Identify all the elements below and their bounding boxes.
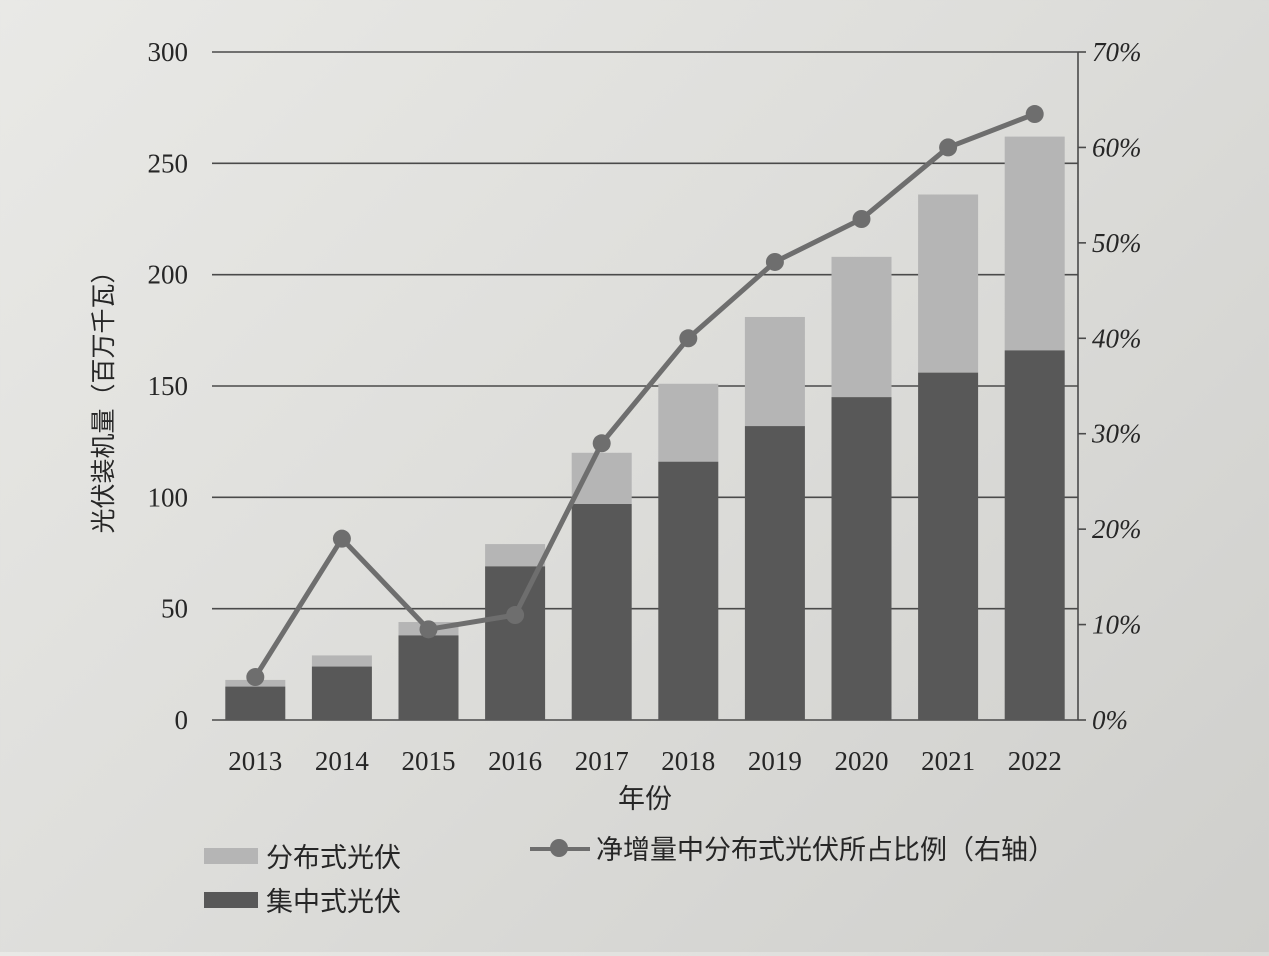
x-tick-label: 2018 bbox=[661, 746, 715, 776]
legend-label-ratio: 净增量中分布式光伏所占比例（右轴） bbox=[596, 835, 1055, 866]
y2-tick-label: 60% bbox=[1092, 132, 1142, 162]
y2-tick-label: 0% bbox=[1092, 705, 1128, 735]
ratio-point bbox=[765, 252, 784, 271]
y2-tick-label: 10% bbox=[1092, 610, 1142, 640]
y2-tick-label: 50% bbox=[1092, 228, 1142, 258]
legend-swatch-centralized bbox=[204, 891, 258, 908]
y-tick-label: 50 bbox=[161, 594, 188, 624]
ratio-point bbox=[1025, 105, 1044, 124]
ratio-point bbox=[506, 606, 525, 625]
ratio-point bbox=[852, 210, 871, 228]
legend-item-centralized: 集中式光伏 bbox=[204, 880, 401, 919]
x-axis-title: 年份 bbox=[618, 784, 672, 814]
x-tick-label: 2022 bbox=[1008, 746, 1062, 776]
y-tick-label: 100 bbox=[148, 482, 189, 512]
x-tick-label: 2017 bbox=[575, 746, 629, 776]
legend-item-distributed: 分布式光伏 bbox=[204, 836, 401, 875]
y-tick-label: 200 bbox=[148, 260, 189, 290]
x-tick-label: 2019 bbox=[748, 746, 802, 776]
x-tick-label: 2013 bbox=[228, 746, 282, 776]
bar-distributed bbox=[485, 544, 546, 567]
bar-centralized bbox=[311, 666, 372, 720]
legend-label-centralized: 集中式光伏 bbox=[266, 887, 401, 918]
y-axis-title: 光伏装机量（百万千瓦） bbox=[90, 258, 118, 533]
bar-distributed bbox=[311, 655, 372, 667]
legend-item-ratio: 净增量中分布式光伏所占比例（右轴） bbox=[530, 828, 1055, 867]
ratio-point bbox=[419, 620, 438, 639]
y-tick-label: 0 bbox=[175, 705, 189, 735]
y2-tick-label: 70% bbox=[1092, 37, 1142, 67]
bar-distributed bbox=[571, 452, 632, 505]
ratio-point bbox=[939, 138, 958, 157]
x-tick-label: 2016 bbox=[488, 746, 542, 776]
bar-distributed bbox=[744, 316, 805, 427]
ratio-point bbox=[679, 329, 698, 348]
legend-swatch-distributed bbox=[204, 847, 258, 864]
y2-tick-label: 20% bbox=[1092, 514, 1142, 544]
bar-centralized bbox=[485, 566, 546, 720]
bar-centralized bbox=[831, 397, 892, 720]
bar-centralized bbox=[658, 461, 719, 720]
bar-centralized bbox=[918, 372, 979, 720]
y2-tick-label: 30% bbox=[1091, 419, 1142, 449]
x-tick-label: 2014 bbox=[315, 746, 370, 776]
y-tick-label: 150 bbox=[148, 371, 189, 401]
y2-tick-label: 40% bbox=[1092, 323, 1142, 353]
x-tick-label: 2020 bbox=[835, 746, 889, 776]
ratio-point bbox=[246, 668, 265, 687]
legend-label-distributed: 分布式光伏 bbox=[266, 843, 401, 874]
ratio-point bbox=[332, 529, 351, 548]
bar-centralized bbox=[225, 686, 286, 720]
bar-distributed bbox=[831, 256, 892, 398]
bar-centralized bbox=[1004, 350, 1065, 720]
x-tick-label: 2015 bbox=[402, 746, 456, 776]
y-tick-label: 250 bbox=[148, 148, 189, 178]
bar-centralized bbox=[744, 426, 805, 720]
bar-distributed bbox=[1004, 136, 1065, 351]
ratio-line bbox=[253, 111, 1036, 679]
legend-line-marker-icon bbox=[530, 838, 590, 858]
ratio-point bbox=[592, 434, 611, 453]
bar-centralized bbox=[571, 504, 632, 720]
y-tick-label: 300 bbox=[148, 37, 189, 67]
bar-centralized bbox=[398, 635, 459, 720]
bar-distributed bbox=[918, 194, 979, 373]
x-tick-label: 2021 bbox=[921, 746, 975, 776]
bar-distributed bbox=[658, 383, 719, 462]
